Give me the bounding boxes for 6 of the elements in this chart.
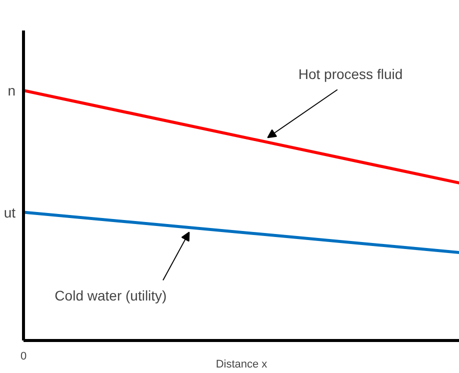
- text: Hot process fluid: [298, 66, 403, 82]
- x-axis-title: Distance x: [216, 358, 268, 370]
- annotation: ut: [4, 204, 16, 220]
- text: Cold water (utility): [54, 288, 167, 304]
- annotation: n: [8, 82, 16, 98]
- text: 0: [20, 350, 27, 362]
